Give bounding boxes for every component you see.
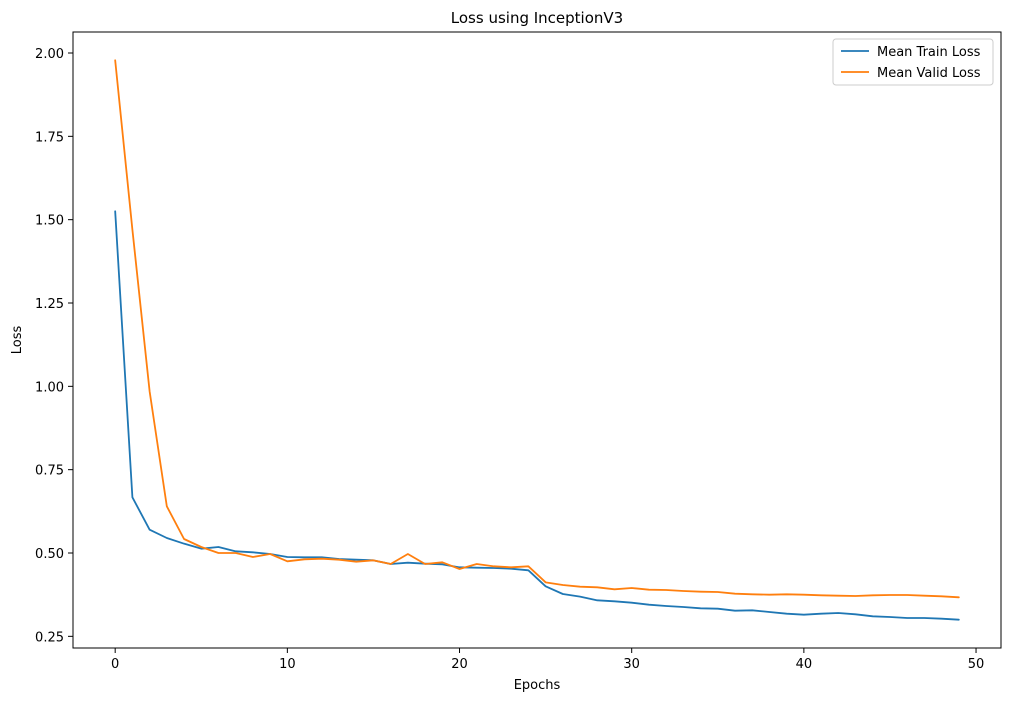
series-line-mean-train-loss bbox=[114, 210, 960, 621]
series-layer bbox=[114, 59, 960, 621]
legend-label: Mean Train Loss bbox=[877, 45, 981, 60]
y-tick-label: 0.50 bbox=[35, 547, 64, 562]
x-tick-label: 20 bbox=[451, 657, 468, 672]
x-tick-label: 50 bbox=[968, 657, 985, 672]
y-tick-label: 1.50 bbox=[35, 214, 64, 229]
x-axis: 0 10 20 30 40 50 bbox=[111, 648, 984, 672]
y-tick-label: 1.25 bbox=[35, 297, 64, 312]
x-tick-label: 30 bbox=[623, 657, 640, 672]
legend-box bbox=[832, 38, 994, 86]
x-tick-label: 10 bbox=[279, 657, 296, 672]
x-axis-title: Epochs bbox=[514, 678, 561, 693]
y-tick-label: 0.25 bbox=[35, 630, 64, 645]
x-tick-label: 0 bbox=[111, 657, 119, 672]
y-axis: 0.25 0.50 0.75 1.00 1.25 1.50 1.75 2.00 bbox=[35, 47, 73, 645]
legend: Mean Train Loss Mean Valid Loss bbox=[832, 38, 994, 86]
plot-frame bbox=[72, 31, 1002, 649]
y-tick-label: 1.75 bbox=[35, 130, 64, 145]
x-tick-label: 40 bbox=[796, 657, 813, 672]
legend-label: Mean Valid Loss bbox=[877, 66, 981, 81]
chart-title: Loss using InceptionV3 bbox=[451, 9, 623, 27]
y-tick-label: 1.00 bbox=[35, 380, 64, 395]
series-line-mean-valid-loss bbox=[114, 59, 960, 599]
y-tick-label: 0.75 bbox=[35, 464, 64, 479]
y-axis-title: Loss bbox=[10, 326, 25, 355]
y-tick-label: 2.00 bbox=[35, 47, 64, 62]
